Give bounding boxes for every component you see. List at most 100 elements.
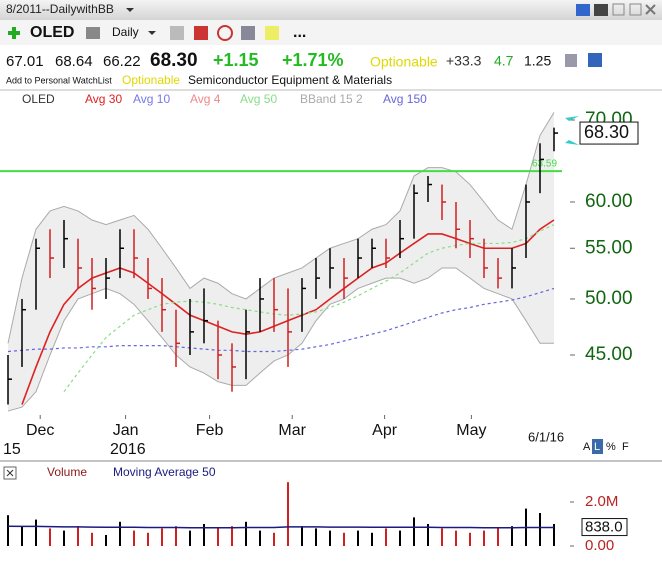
date-label: 6/1/16 [528, 429, 564, 444]
optionable: Optionable [370, 54, 438, 70]
open: 67.01 [6, 53, 44, 70]
volume-bar [105, 534, 107, 546]
legend-item[interactable]: Avg 30 [85, 92, 122, 106]
icon-min[interactable] [612, 3, 625, 16]
last-price-box [579, 121, 639, 145]
volume-bar [147, 532, 149, 546]
dropdown-arrow[interactable] [148, 31, 156, 35]
close-x[interactable] [6, 469, 14, 477]
volume-bar [343, 532, 345, 546]
icon[interactable] [565, 54, 577, 67]
y-tick-label: 50.00 [585, 288, 633, 309]
volume-bar [7, 515, 9, 546]
industry: Semiconductor Equipment & Materials [188, 73, 392, 87]
title-bar [0, 0, 662, 20]
volume-bar [35, 519, 37, 546]
add-icon[interactable] [8, 27, 20, 39]
volume-bar [511, 526, 513, 546]
volume-bar [539, 512, 541, 546]
volume-bar [175, 526, 177, 546]
volume-bar [441, 528, 443, 546]
volume-bar [287, 482, 289, 546]
watchlist-link[interactable]: Add to Personal WatchList [6, 75, 112, 85]
y-tick-label: 60.00 [585, 191, 633, 212]
volume-bar [91, 532, 93, 546]
volume-bar [119, 521, 121, 546]
legend-item[interactable]: Volume [47, 465, 87, 479]
scale-button[interactable]: % [606, 441, 616, 453]
icon-max[interactable] [629, 3, 642, 16]
scale-button[interactable]: F [622, 441, 629, 453]
dropdown-arrow[interactable] [126, 8, 134, 12]
window-title[interactable]: 8/2011--DailywithBB [6, 2, 114, 16]
icon-close[interactable] [645, 4, 656, 15]
legend-item[interactable]: OLED [22, 92, 55, 106]
period[interactable]: Daily [112, 25, 139, 39]
year-label: 15 [3, 441, 21, 458]
last: 68.30 [150, 50, 198, 71]
last-price-label: 68.30 [584, 122, 629, 142]
save-icon[interactable] [588, 53, 602, 67]
legend-item[interactable]: BBand 15 2 [300, 92, 363, 106]
ma-value-box [581, 518, 628, 537]
low: 66.22 [103, 53, 141, 70]
symbol[interactable]: OLED [30, 24, 74, 41]
more[interactable]: ... [293, 24, 306, 41]
scale-button-bg[interactable] [592, 439, 603, 454]
x-tick-label: Feb [196, 422, 224, 439]
icon-t[interactable] [594, 4, 608, 16]
stat: 4.7 [494, 53, 514, 69]
y-tick-label: 2.0M [585, 493, 618, 510]
volume-bar [497, 528, 499, 546]
tool-icon[interactable] [241, 26, 255, 40]
print-icon[interactable] [86, 27, 100, 39]
stat: 1.25 [524, 53, 551, 69]
volume-bar [357, 530, 359, 546]
legend-item[interactable]: Avg 50 [240, 92, 277, 106]
volume-bar [455, 530, 457, 546]
tool-icon[interactable] [217, 25, 233, 41]
volume-bar [245, 521, 247, 546]
volume-bar [553, 523, 555, 546]
legend-item[interactable]: Moving Average 50 [113, 465, 216, 479]
tool-icon[interactable] [265, 26, 279, 40]
volume-bar [483, 530, 485, 546]
band-area [8, 112, 554, 412]
volume-bar [133, 530, 135, 546]
tool-icon[interactable] [194, 26, 208, 40]
volume-bar [77, 526, 79, 546]
icon-s[interactable] [576, 4, 590, 16]
legend-item[interactable]: Avg 150 [383, 92, 427, 106]
x-tick-label: May [456, 422, 486, 439]
volume-bar [399, 530, 401, 546]
volume-bar [231, 526, 233, 546]
tool-icon[interactable] [170, 26, 184, 40]
volume-bar [469, 532, 471, 546]
y-tick-label: 45.00 [585, 344, 633, 365]
legend-item[interactable]: Avg 10 [133, 92, 170, 106]
y-tick-label: 0.00 [585, 537, 614, 554]
volume-bar [371, 532, 373, 546]
band-line [7, 267, 554, 412]
volume-bar [273, 532, 275, 546]
legend-item[interactable]: Avg 4 [190, 92, 221, 106]
x-tick-label: Dec [26, 422, 54, 439]
high: 68.64 [55, 53, 93, 70]
volume-bar [427, 523, 429, 546]
volume-bar [413, 517, 415, 546]
change-pct: +1.71% [282, 50, 344, 70]
reference-label: 63.59 [532, 159, 557, 170]
x-tick-label: Apr [372, 422, 398, 439]
volume-bar [203, 523, 205, 546]
volume-bar [189, 530, 191, 546]
volume-bar [259, 530, 261, 546]
volume-bar [63, 530, 65, 546]
volume-bar [329, 530, 331, 546]
scale-button[interactable]: L [594, 441, 600, 453]
close-box[interactable] [3, 466, 17, 480]
year-label: 2016 [110, 441, 146, 458]
change: +1.15 [213, 50, 259, 70]
scale-button[interactable]: A [583, 441, 591, 453]
moving-average [63, 224, 555, 393]
